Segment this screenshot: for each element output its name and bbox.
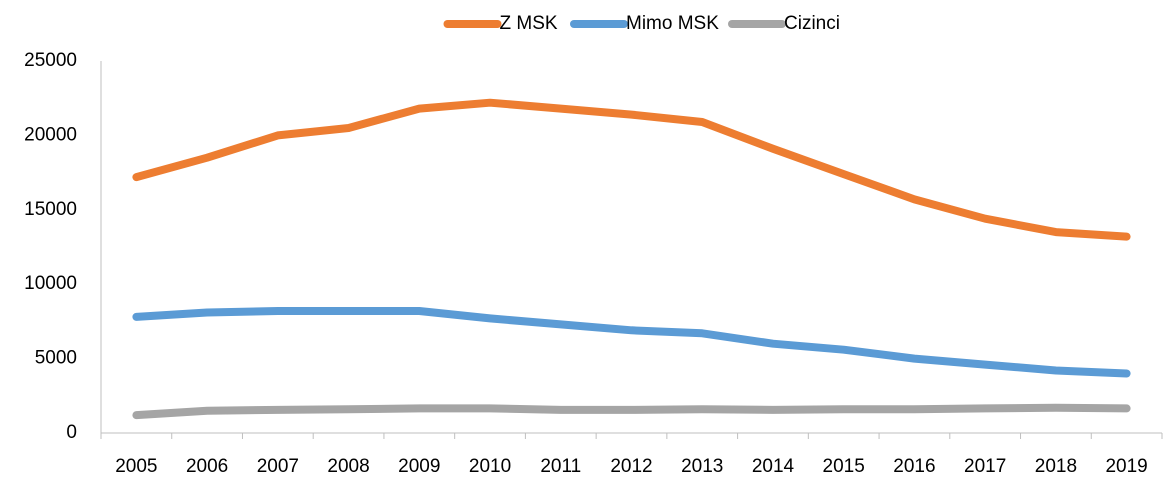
x-tick-label: 2013 (681, 456, 723, 477)
legend-label: Mimo MSK (626, 13, 719, 34)
x-tick-label: 2007 (257, 456, 299, 477)
x-tick-label: 2018 (1035, 456, 1077, 477)
legend-label: Z MSK (500, 13, 558, 34)
x-tick-label: 2006 (186, 456, 228, 477)
y-tick-label: 5000 (35, 348, 77, 369)
series-line (132, 403, 1131, 420)
series-line (132, 98, 1131, 241)
x-tick-label: 2015 (823, 456, 865, 477)
x-tick-label: 2019 (1105, 456, 1147, 477)
x-tick-label: 2016 (893, 456, 935, 477)
y-tick-label: 25000 (24, 50, 77, 71)
x-tick-label: 2008 (327, 456, 369, 477)
y-tick-label: 20000 (24, 124, 77, 145)
x-tick-label: 2017 (964, 456, 1006, 477)
series-line (132, 307, 1131, 378)
x-tick-label: 2009 (398, 456, 440, 477)
y-tick-label: 0 (66, 422, 77, 443)
x-tick-label: 2012 (610, 456, 652, 477)
y-tick-label: 15000 (24, 199, 77, 220)
x-tick-label: 2010 (469, 456, 511, 477)
y-tick-label: 10000 (24, 273, 77, 294)
x-tick-label: 2014 (752, 456, 795, 477)
legend-label: Cizinci (784, 13, 840, 34)
x-tick-label: 2005 (115, 456, 157, 477)
x-tick-label: 2011 (540, 456, 581, 477)
